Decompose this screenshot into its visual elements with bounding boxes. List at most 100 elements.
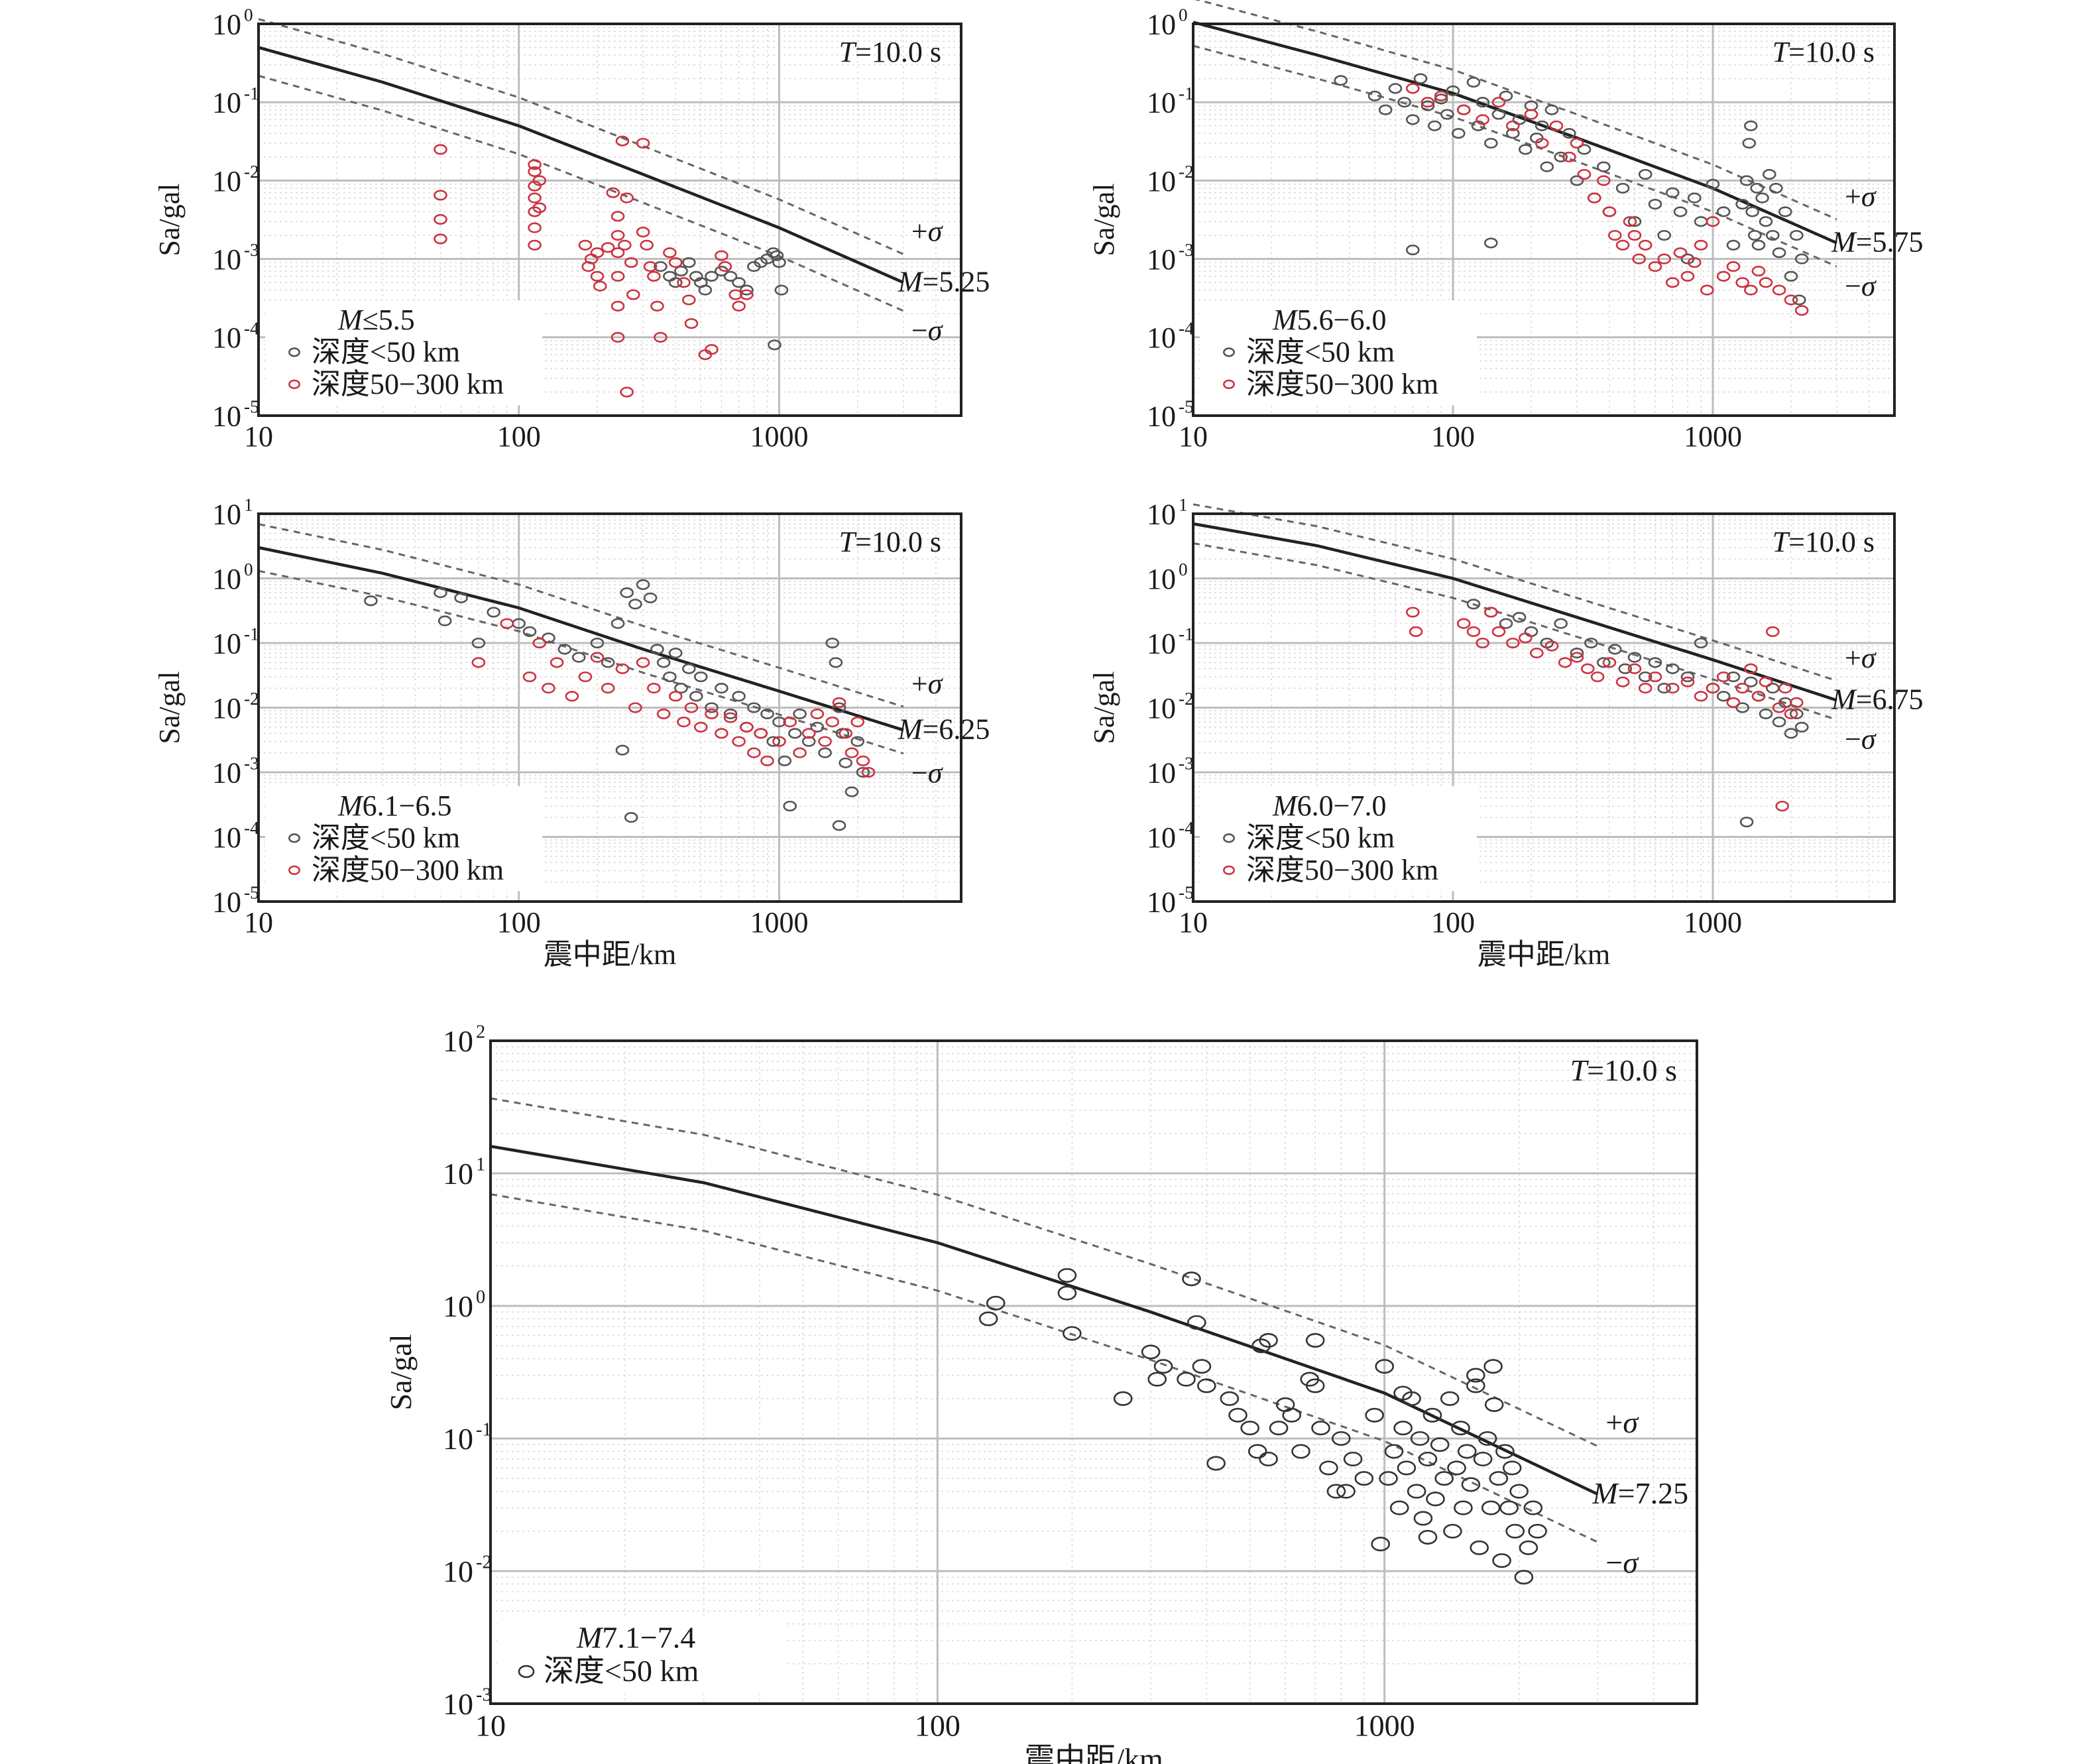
magnitude-label: M=6.25	[898, 713, 990, 746]
data-point	[1794, 253, 1809, 265]
data-point	[1187, 1315, 1206, 1330]
data-point	[1141, 1344, 1161, 1360]
data-point	[1608, 644, 1622, 655]
x-tick-label: 100	[1431, 906, 1475, 939]
data-point	[1220, 1391, 1240, 1406]
y-tick-label: 10	[443, 1555, 473, 1588]
data-point	[810, 721, 825, 733]
y-axis-label: Sa/gal	[1088, 672, 1120, 744]
data-point	[643, 592, 658, 603]
plot-frame	[257, 23, 962, 417]
data-point	[1666, 277, 1680, 288]
data-point	[1759, 277, 1773, 288]
plus-sign: +	[1845, 180, 1861, 213]
y-tick-exponent: -3	[244, 754, 259, 774]
data-point	[732, 736, 746, 747]
data-point	[668, 691, 683, 702]
plus-sigma-curve	[1194, 0, 1837, 221]
data-point	[1590, 671, 1605, 683]
data-point	[1421, 100, 1435, 111]
data-point	[705, 702, 719, 713]
data-point	[1688, 192, 1702, 204]
legend-title: M≤5.5	[337, 304, 415, 336]
data-point	[770, 250, 784, 261]
data-point	[1409, 626, 1423, 637]
data-point	[550, 657, 564, 668]
data-point	[832, 697, 846, 708]
data-point	[624, 257, 638, 268]
data-point	[1588, 192, 1601, 204]
y-tick-exponent: -5	[1179, 397, 1194, 417]
magnitude-label: M=5.75	[1831, 226, 1923, 259]
legend-title-range: 5.6−6.0	[1297, 304, 1387, 336]
data-point	[610, 229, 625, 241]
data-point	[1706, 683, 1720, 694]
data-point	[578, 671, 593, 683]
y-tick-label: 10	[212, 8, 241, 40]
data-point	[1742, 137, 1757, 149]
sigma-symbol: σ	[928, 668, 944, 700]
data-point	[839, 728, 852, 739]
data-point	[1706, 178, 1720, 190]
minus-sigma-label: −σ	[911, 757, 944, 790]
data-point	[1470, 1540, 1489, 1555]
data-point	[1491, 97, 1506, 108]
legend-title: M5.6−6.0	[1272, 304, 1386, 336]
legend-marker	[288, 833, 300, 843]
data-point	[818, 747, 832, 758]
y-tick-label: 10	[212, 756, 241, 789]
data-point	[620, 587, 634, 599]
data-point	[1422, 1407, 1442, 1423]
data-point	[1393, 1385, 1413, 1401]
data-point	[793, 747, 807, 758]
data-point	[1291, 1444, 1310, 1459]
legend-entry: 深度50−300 km	[312, 854, 504, 886]
data-point	[1428, 120, 1442, 131]
data-point	[694, 721, 708, 733]
data-point	[684, 318, 699, 329]
data-point	[1602, 206, 1617, 217]
data-point	[1540, 161, 1554, 172]
data-point	[1735, 198, 1749, 210]
data-point	[1638, 239, 1653, 251]
y-tick-label: 10	[212, 165, 241, 198]
data-point	[682, 294, 696, 306]
plot-frame	[489, 1039, 1698, 1705]
data-point	[668, 648, 683, 659]
data-point	[1618, 663, 1633, 674]
y-tick-exponent: -3	[1179, 240, 1194, 260]
data-point	[788, 728, 802, 739]
data-point	[1739, 175, 1754, 186]
data-point	[1407, 1484, 1426, 1499]
y-tick-exponent: 0	[1179, 5, 1188, 25]
data-point	[1492, 1553, 1511, 1568]
legend-title: M6.0−7.0	[1272, 790, 1386, 822]
data-point	[1581, 663, 1595, 674]
data-point	[620, 386, 634, 398]
data-point	[578, 239, 593, 251]
data-point	[1466, 599, 1481, 610]
data-point	[528, 180, 542, 192]
data-point	[542, 683, 555, 694]
data-point	[1282, 1407, 1301, 1423]
data-point	[772, 736, 786, 747]
legend-marker	[288, 865, 300, 875]
y-tick-label: 10	[212, 498, 241, 530]
y-tick-exponent: 0	[244, 559, 253, 579]
x-tick-label: 10	[244, 420, 273, 453]
period-value: =10.0 s	[855, 526, 941, 558]
data-point	[1426, 1492, 1445, 1507]
data-point	[528, 159, 542, 170]
minus-sigma-label: −σ	[1845, 270, 1877, 302]
data-point	[1452, 128, 1466, 139]
period-annotation: T=10.0 s	[839, 36, 941, 68]
data-point	[1192, 1359, 1212, 1374]
data-point	[1673, 247, 1688, 259]
data-point	[684, 702, 699, 713]
data-point	[636, 137, 650, 149]
y-tick-exponent: -5	[1179, 883, 1194, 903]
sigma-symbol: σ	[1861, 642, 1877, 674]
